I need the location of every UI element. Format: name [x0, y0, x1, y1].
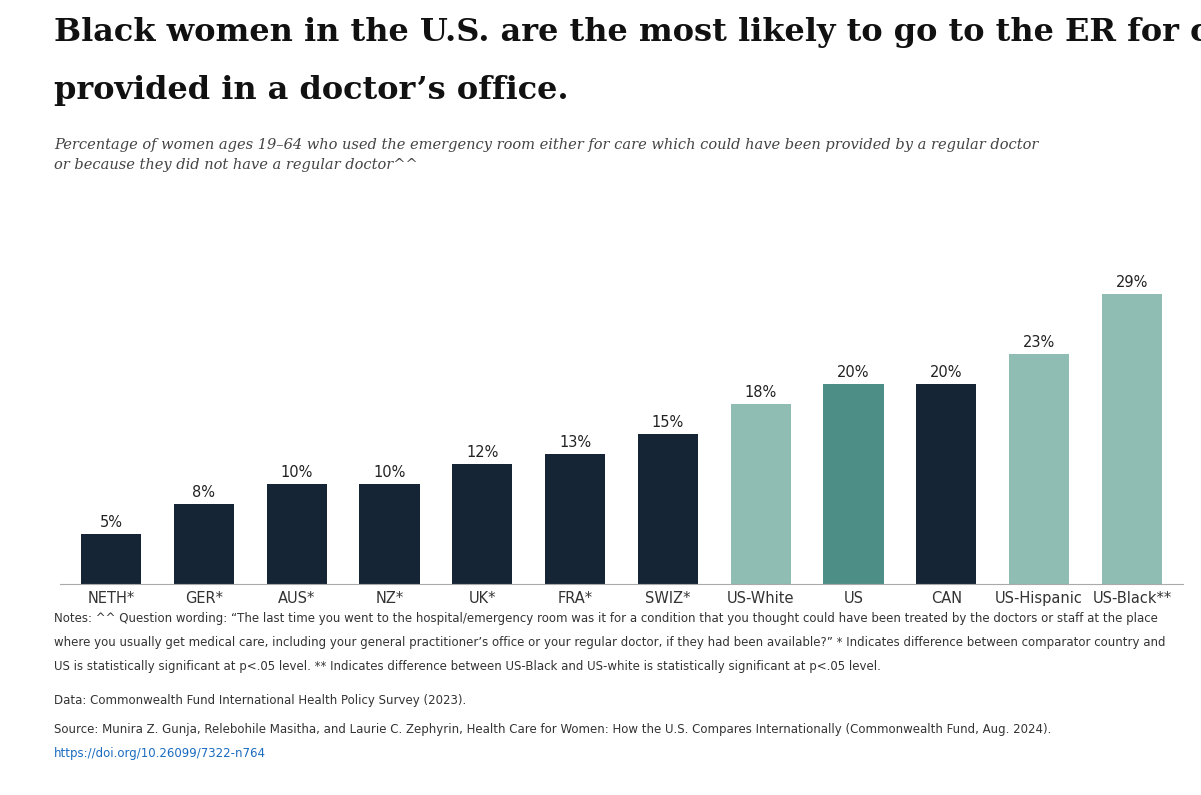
- Text: 29%: 29%: [1116, 276, 1148, 290]
- Bar: [174, 504, 234, 584]
- Text: 20%: 20%: [837, 366, 870, 381]
- Text: Notes: ^^ Question wording: “The last time you went to the hospital/emergency ro: Notes: ^^ Question wording: “The last ti…: [54, 612, 1158, 625]
- Text: https://doi.org/10.26099/7322-n764: https://doi.org/10.26099/7322-n764: [54, 747, 267, 760]
- Text: 18%: 18%: [745, 386, 777, 401]
- Text: 23%: 23%: [1023, 335, 1056, 351]
- Text: 15%: 15%: [652, 416, 685, 430]
- Text: 10%: 10%: [374, 465, 406, 480]
- Bar: [80, 534, 142, 584]
- Text: 5%: 5%: [100, 515, 123, 530]
- Bar: [452, 464, 513, 584]
- Bar: [916, 385, 976, 584]
- Text: Percentage of women ages 19–64 who used the emergency room either for care which: Percentage of women ages 19–64 who used …: [54, 138, 1039, 172]
- Bar: [638, 434, 698, 584]
- Text: provided in a doctor’s office.: provided in a doctor’s office.: [54, 75, 568, 106]
- Bar: [267, 484, 327, 584]
- Text: Black women in the U.S. are the most likely to go to the ER for care that is bet: Black women in the U.S. are the most lik…: [54, 17, 1201, 48]
- Text: 13%: 13%: [558, 436, 591, 451]
- Text: 8%: 8%: [192, 486, 215, 500]
- Text: 20%: 20%: [930, 366, 962, 381]
- Text: US is statistically significant at p<.05 level. ** Indicates difference between : US is statistically significant at p<.05…: [54, 660, 880, 673]
- Bar: [359, 484, 419, 584]
- Bar: [730, 405, 791, 584]
- Bar: [545, 455, 605, 584]
- Text: 10%: 10%: [281, 465, 313, 480]
- Text: 12%: 12%: [466, 445, 498, 460]
- Text: Data: Commonwealth Fund International Health Policy Survey (2023).: Data: Commonwealth Fund International He…: [54, 694, 466, 707]
- Bar: [1101, 294, 1163, 584]
- Text: where you usually get medical care, including your general practitioner’s office: where you usually get medical care, incl…: [54, 636, 1165, 649]
- Bar: [1009, 355, 1069, 584]
- Bar: [824, 385, 884, 584]
- Text: Source: Munira Z. Gunja, Relebohile Masitha, and Laurie C. Zephyrin, Health Care: Source: Munira Z. Gunja, Relebohile Masi…: [54, 723, 1051, 736]
